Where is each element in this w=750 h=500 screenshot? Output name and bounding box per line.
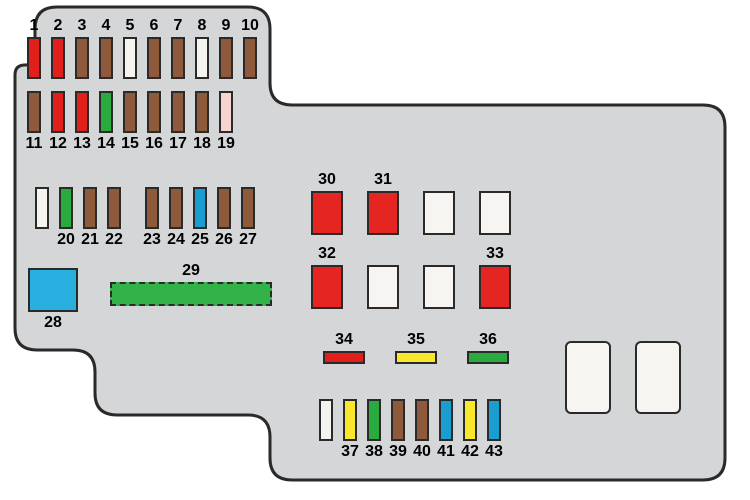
fuse-label-22: 22 xyxy=(102,231,126,249)
fuse-label-36: 36 xyxy=(467,331,509,349)
fuse-38 xyxy=(367,399,381,441)
fuse-30 xyxy=(311,191,343,235)
fuse-box-diagram: 1234567891011121314151617181920212223242… xyxy=(0,0,750,500)
fuse-label-14: 14 xyxy=(94,135,118,153)
fuse-12 xyxy=(51,91,65,133)
fuse-24 xyxy=(169,187,183,229)
fuse-label-30: 30 xyxy=(311,171,343,189)
fuse-37 xyxy=(343,399,357,441)
fuse-13 xyxy=(75,91,89,133)
fuse-28 xyxy=(28,268,78,312)
fuse-23 xyxy=(145,187,159,229)
fuse-9 xyxy=(219,37,233,79)
fuse-label-21: 21 xyxy=(78,231,102,249)
fuse-slot-500 xyxy=(565,341,611,414)
fuse-6 xyxy=(147,37,161,79)
fuse-label-19: 19 xyxy=(214,135,238,153)
fuse-39 xyxy=(391,399,405,441)
fuse-label-4: 4 xyxy=(94,17,118,35)
fuse-43 xyxy=(487,399,501,441)
fuse-label-13: 13 xyxy=(70,135,94,153)
fuse-11 xyxy=(27,91,41,133)
fuse-1 xyxy=(27,37,41,79)
fuse-label-18: 18 xyxy=(190,135,214,153)
fuse-label-27: 27 xyxy=(236,231,260,249)
fuse-label-28: 28 xyxy=(28,314,78,332)
fuse-label-2: 2 xyxy=(46,17,70,35)
fuse-27 xyxy=(241,187,255,229)
fuse-16 xyxy=(147,91,161,133)
fuse-label-6: 6 xyxy=(142,17,166,35)
fuse-8 xyxy=(195,37,209,79)
fuse-19 xyxy=(219,91,233,133)
fuse-label-16: 16 xyxy=(142,135,166,153)
fuse-label-34: 34 xyxy=(323,331,365,349)
fuse-35 xyxy=(395,351,437,364)
fuse-label-20: 20 xyxy=(54,231,78,249)
fuse-label-17: 17 xyxy=(166,135,190,153)
fuse-slot-304 xyxy=(423,265,455,309)
fuse-31 xyxy=(367,191,399,235)
fuse-22 xyxy=(107,187,121,229)
fuse-label-32: 32 xyxy=(311,245,343,263)
fuse-5 xyxy=(123,37,137,79)
fuse-32 xyxy=(311,265,343,309)
fuse-label-23: 23 xyxy=(140,231,164,249)
fuse-label-42: 42 xyxy=(458,443,482,461)
fuse-4 xyxy=(99,37,113,79)
fuse-label-7: 7 xyxy=(166,17,190,35)
fuse-label-3: 3 xyxy=(70,17,94,35)
fuse-slot-501 xyxy=(635,341,681,414)
fuse-34 xyxy=(323,351,365,364)
fuse-label-31: 31 xyxy=(367,171,399,189)
fuse-label-12: 12 xyxy=(46,135,70,153)
fuse-21 xyxy=(83,187,97,229)
fuse-29 xyxy=(110,282,272,306)
fuse-label-39: 39 xyxy=(386,443,410,461)
fuse-36 xyxy=(467,351,509,364)
fuse-label-35: 35 xyxy=(395,331,437,349)
fuse-label-25: 25 xyxy=(188,231,212,249)
fuse-3 xyxy=(75,37,89,79)
fuse-label-1: 1 xyxy=(22,17,46,35)
fuse-25 xyxy=(193,187,207,229)
fuse-7 xyxy=(171,37,185,79)
fuse-label-40: 40 xyxy=(410,443,434,461)
fuse-40 xyxy=(415,399,429,441)
fuse-label-5: 5 xyxy=(118,17,142,35)
fuse-label-26: 26 xyxy=(212,231,236,249)
fuse-14 xyxy=(99,91,113,133)
fuse-label-38: 38 xyxy=(362,443,386,461)
fuse-label-9: 9 xyxy=(214,17,238,35)
fuse-label-11: 11 xyxy=(22,135,46,153)
fuse-42 xyxy=(463,399,477,441)
fuse-slot-400 xyxy=(319,399,333,441)
fuse-label-37: 37 xyxy=(338,443,362,461)
fuse-label-15: 15 xyxy=(118,135,142,153)
fuse-slot-302 xyxy=(479,191,511,235)
fuse-10 xyxy=(243,37,257,79)
fuse-26 xyxy=(217,187,231,229)
fuse-18 xyxy=(195,91,209,133)
fuse-label-43: 43 xyxy=(482,443,506,461)
fuse-20 xyxy=(59,187,73,229)
fuse-label-33: 33 xyxy=(479,245,511,263)
fuse-41 xyxy=(439,399,453,441)
fuse-label-41: 41 xyxy=(434,443,458,461)
fuse-label-24: 24 xyxy=(164,231,188,249)
fuse-label-29: 29 xyxy=(110,262,272,280)
fuse-label-10: 10 xyxy=(238,17,262,35)
fuse-2 xyxy=(51,37,65,79)
fuse-15 xyxy=(123,91,137,133)
fuse-slot-301 xyxy=(423,191,455,235)
fuse-33 xyxy=(479,265,511,309)
fuse-slot-303 xyxy=(367,265,399,309)
fuse-label-8: 8 xyxy=(190,17,214,35)
fuse-17 xyxy=(171,91,185,133)
fuse-slot-200 xyxy=(35,187,49,229)
